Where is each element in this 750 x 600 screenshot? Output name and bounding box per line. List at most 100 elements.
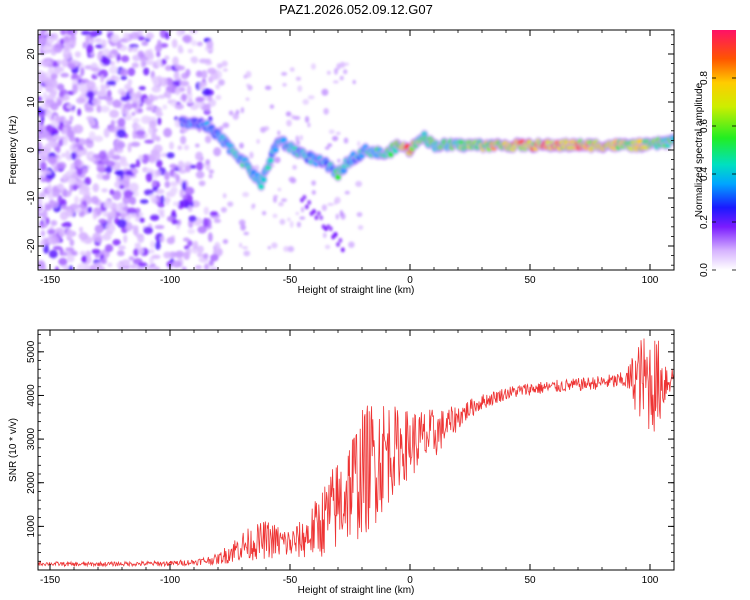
noise-blob [287,246,295,253]
noise-blob [185,68,191,77]
noise-blob [78,226,84,233]
noise-blob [222,68,228,72]
noise-blob [357,140,361,147]
noise-blob [38,72,46,83]
noise-blob [121,108,130,116]
noise-blob [41,44,51,53]
noise-blob [139,199,149,204]
noise-blob [202,217,209,228]
noise-blob [127,213,138,218]
trail-point [328,226,333,232]
noise-blob [172,201,180,207]
noise-blob [84,177,92,186]
noise-blob [292,164,297,170]
noise-blob [154,266,160,270]
noise-blob [179,199,190,208]
ridge-point [258,183,265,190]
noise-blob [208,169,215,174]
noise-blob [92,97,101,107]
noise-blob [52,187,61,198]
x-tick-label-top-5: 100 [642,275,659,286]
noise-blob [295,76,302,81]
noise-blob [110,49,119,55]
noise-blob [164,31,170,40]
noise-blob [144,98,153,104]
noise-blob [80,67,85,76]
trail-point [316,210,321,216]
x-tick-label-top-4: 50 [524,275,536,286]
noise-blob [171,219,179,225]
noise-blob [183,144,190,151]
noise-blob [277,187,282,192]
noise-blob [176,30,184,37]
noise-blob [339,75,344,81]
noise-blob [274,156,281,164]
noise-blob [60,72,70,78]
noise-blob [273,194,279,199]
noise-blob [143,226,153,235]
noise-blob [43,170,52,175]
noise-blob [196,161,204,171]
noise-blob [77,149,84,156]
noise-blob [205,58,212,63]
noise-blob [106,89,112,98]
noise-blob [295,211,300,216]
noise-blob [105,223,116,233]
noise-blob [171,38,178,49]
snr-x-axis: -150 -100 -50 0 50 100 [40,330,675,586]
noise-blob [218,79,225,86]
noise-blob [151,131,157,141]
noise-blob [101,188,108,193]
noise-blob [187,99,193,104]
noise-blob [172,172,178,179]
noise-blob [65,149,71,160]
noise-blob [93,262,103,270]
noise-blob [69,183,74,193]
noise-blob [68,134,76,143]
noise-blob [174,250,185,258]
noise-blob [40,103,46,110]
noise-blob [187,228,196,235]
noise-blob [283,245,290,252]
noise-blob [61,152,66,158]
noise-blob [94,224,105,234]
noise-blob [74,137,80,143]
noise-blob [109,189,115,195]
noise-blob [156,58,162,67]
noise-blob [50,120,60,127]
noise-blob [155,169,162,177]
noise-blob [243,250,251,257]
noise-blob [138,212,144,217]
y-tick-label-bot-3: 4000 [26,384,37,407]
x-tick-label-bot-3: 0 [407,575,413,586]
noise-blob [40,30,45,39]
spectrogram-y-label: Frequency (Hz) [8,116,19,185]
noise-blob [344,190,350,195]
noise-blob [267,246,271,250]
noise-blob [222,122,230,129]
noise-blob [323,107,329,115]
noise-blob [169,163,178,169]
noise-blob [102,234,112,241]
noise-blob [148,120,157,129]
spectrogram-x-axis: -150 -100 -50 0 50 100 [40,30,675,286]
noise-blob [289,220,294,228]
noise-blob [190,56,198,62]
noise-blob [56,83,65,91]
noise-blob [58,139,64,147]
trail-point [307,200,312,206]
noise-blob [288,176,296,183]
noise-blob [118,245,126,250]
colorbar-tick-label-1: 0.2 [699,215,710,229]
noise-blob [108,65,119,75]
noise-blob [243,231,249,236]
noise-blob [160,194,165,205]
noise-blob [138,85,146,91]
noise-blob [222,193,227,199]
noise-blob [105,160,116,167]
noise-blob [149,95,159,101]
colorbar-gradient [712,30,736,270]
noise-blob [277,130,281,136]
noise-blob [256,138,260,144]
noise-blob [335,213,339,220]
